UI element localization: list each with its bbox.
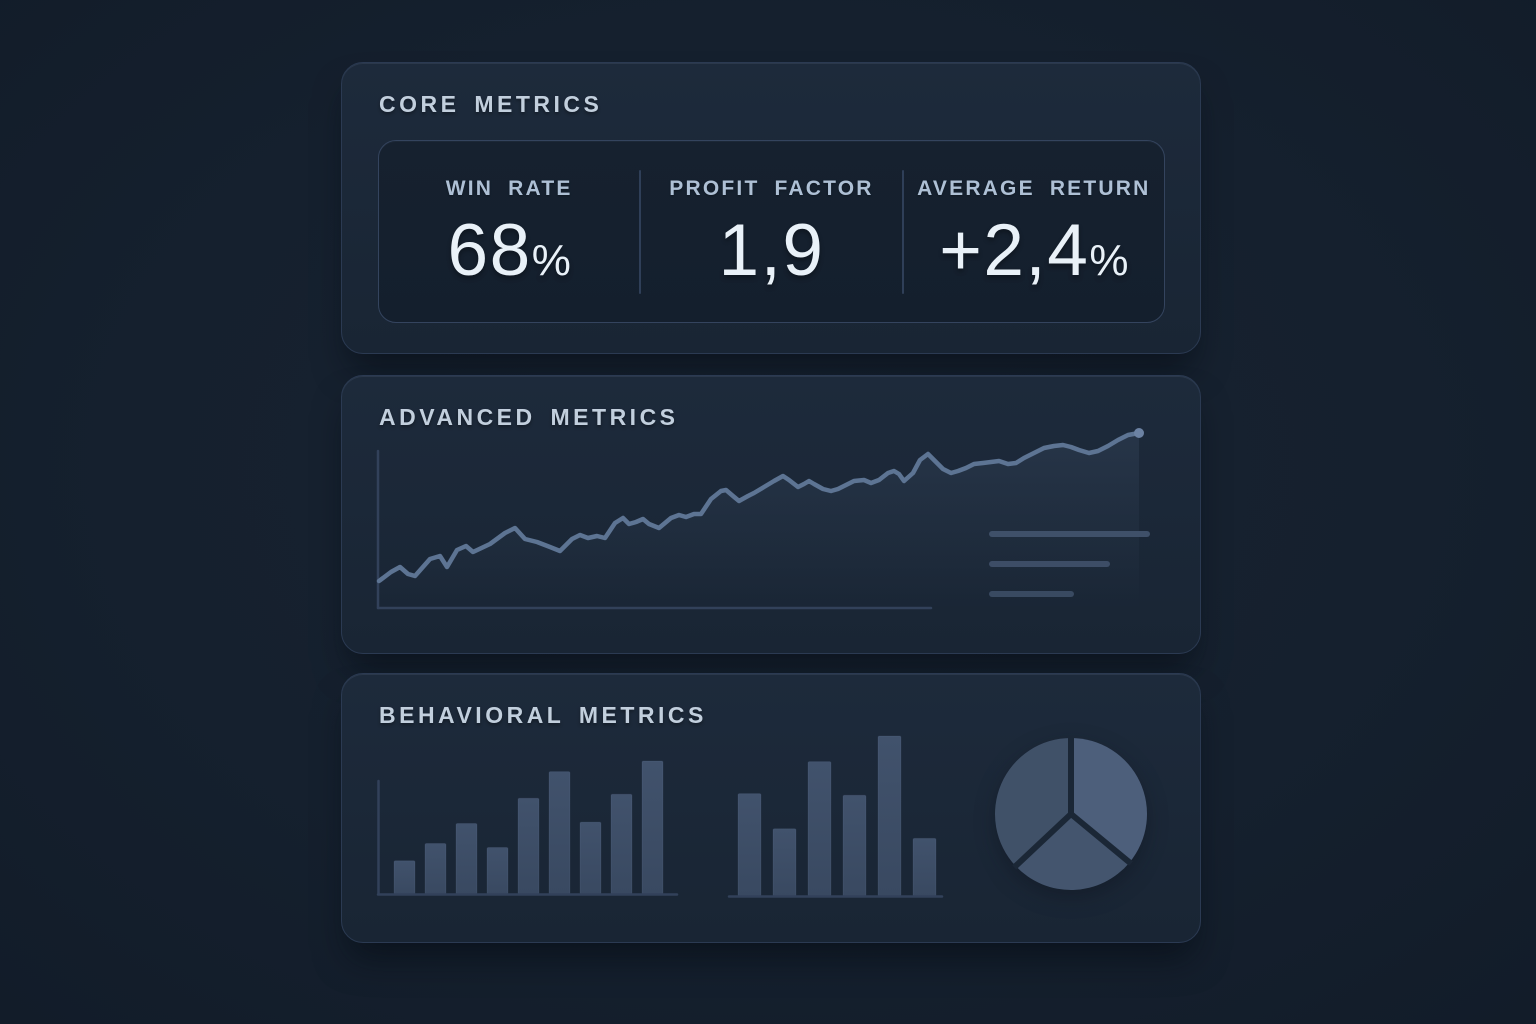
stat-unit: % xyxy=(531,236,571,285)
core-metrics-card: CORE METRICS WIN RATE 68% PROFIT FACTOR … xyxy=(341,62,1201,354)
bar xyxy=(641,760,664,895)
stat-label: PROFIT FACTOR xyxy=(669,177,874,200)
bar-chart-secondary xyxy=(727,735,944,898)
behavioral-metrics-card: BEHAVIORAL METRICS xyxy=(341,673,1201,943)
stat-label: AVERAGE RETURN xyxy=(917,177,1151,200)
bar xyxy=(393,860,416,895)
stat-value: +2,4% xyxy=(939,214,1128,287)
bar xyxy=(737,793,762,897)
bar xyxy=(517,797,540,895)
legend-line xyxy=(989,591,1074,597)
stat-win-rate: WIN RATE 68% xyxy=(379,141,639,322)
legend-line xyxy=(989,561,1110,567)
stat-number: 1,9 xyxy=(718,210,825,291)
stat-value: 68% xyxy=(448,214,571,287)
bar xyxy=(548,771,571,895)
bar xyxy=(424,842,447,895)
stat-number: 68 xyxy=(447,210,532,291)
bar xyxy=(486,846,509,895)
pie-chart xyxy=(994,736,1147,890)
core-metrics-title: CORE METRICS xyxy=(379,91,603,117)
bar xyxy=(610,793,633,895)
pie-slice-divider xyxy=(1069,811,1134,867)
pie-slice xyxy=(1071,738,1147,863)
advanced-metrics-title: ADVANCED METRICS xyxy=(379,404,679,430)
stat-profit-factor: PROFIT FACTOR 1,9 xyxy=(641,141,901,322)
bar-chart-primary xyxy=(376,760,679,896)
legend-line xyxy=(989,531,1150,537)
pie-slice-divider xyxy=(1012,811,1074,870)
stat-label: WIN RATE xyxy=(445,177,573,200)
behavioral-metrics-title: BEHAVIORAL METRICS xyxy=(379,702,707,728)
pie-slice xyxy=(994,738,1071,867)
equity-line-chart xyxy=(376,428,1144,610)
pie-slice xyxy=(1015,814,1130,890)
core-metrics-panel: WIN RATE 68% PROFIT FACTOR 1,9 AVERAGE R… xyxy=(378,140,1165,323)
bar xyxy=(912,837,937,897)
advanced-metrics-card: ADVANCED METRICS xyxy=(341,375,1201,654)
bar xyxy=(772,828,797,897)
stat-value: 1,9 xyxy=(719,214,825,287)
line-area-fill xyxy=(379,433,1139,608)
line-endpoint-dot xyxy=(1134,428,1144,438)
stat-divider xyxy=(639,170,642,294)
line-series xyxy=(376,430,1142,584)
bar xyxy=(877,735,902,897)
stat-number: +2,4 xyxy=(939,210,1090,291)
stat-divider xyxy=(901,170,904,294)
stat-average-return: AVERAGE RETURN +2,4% xyxy=(904,141,1164,322)
bar xyxy=(807,761,832,897)
legend-placeholder xyxy=(989,531,1159,597)
bar xyxy=(842,794,867,897)
stat-unit: % xyxy=(1089,236,1129,285)
bar xyxy=(455,823,478,895)
bar xyxy=(579,821,602,895)
